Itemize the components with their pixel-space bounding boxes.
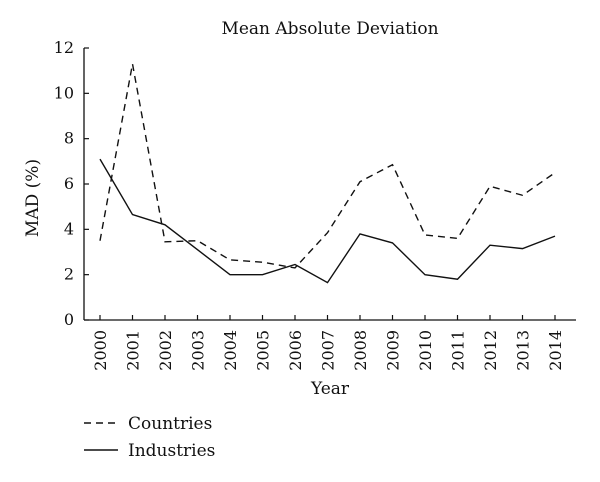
y-tick-label: 2: [64, 265, 74, 284]
y-tick-label: 6: [64, 174, 74, 193]
y-tick-label: 4: [64, 219, 74, 238]
y-tick-label: 0: [64, 310, 74, 329]
series-layer: [99, 63, 556, 284]
x-tick-label: 2010: [416, 330, 435, 371]
x-tick-label: 2004: [221, 330, 240, 371]
y-tick-label: 10: [54, 83, 74, 102]
x-ticks: 2000 2001 2002 2003 2004 2005 2006 2007 2008 2009…: [91, 315, 565, 371]
x-tick-label: 2002: [156, 330, 175, 371]
x-tick-label: 2000: [91, 330, 110, 371]
y-axis-label: MAD (%): [23, 159, 43, 237]
legend-label-countries: Countries: [128, 414, 212, 434]
x-tick-label: 2006: [286, 330, 305, 371]
series-line-countries: [99, 63, 556, 269]
chart-title: Mean Absolute Deviation: [221, 19, 438, 39]
y-tick-label: 8: [64, 129, 74, 148]
x-axis-label: Year: [310, 379, 350, 399]
legend: Countries Industries: [84, 414, 215, 461]
x-tick-label: 2008: [351, 330, 370, 371]
x-tick-label: 2012: [481, 330, 500, 371]
x-tick-label: 2007: [319, 330, 338, 371]
series-line-industries: [99, 158, 556, 284]
x-tick-label: 2003: [189, 330, 208, 371]
y-tick-label: 12: [54, 38, 74, 57]
x-tick-label: 2011: [449, 330, 468, 371]
x-tick-label: 2014: [546, 330, 565, 371]
legend-label-industries: Industries: [128, 441, 215, 461]
x-tick-label: 2013: [514, 330, 533, 371]
x-tick-label: 2001: [124, 330, 143, 371]
x-tick-label: 2005: [254, 330, 273, 371]
x-tick-label: 2009: [384, 330, 403, 371]
y-ticks: 0 2 4 6 8 10 12: [54, 38, 89, 329]
